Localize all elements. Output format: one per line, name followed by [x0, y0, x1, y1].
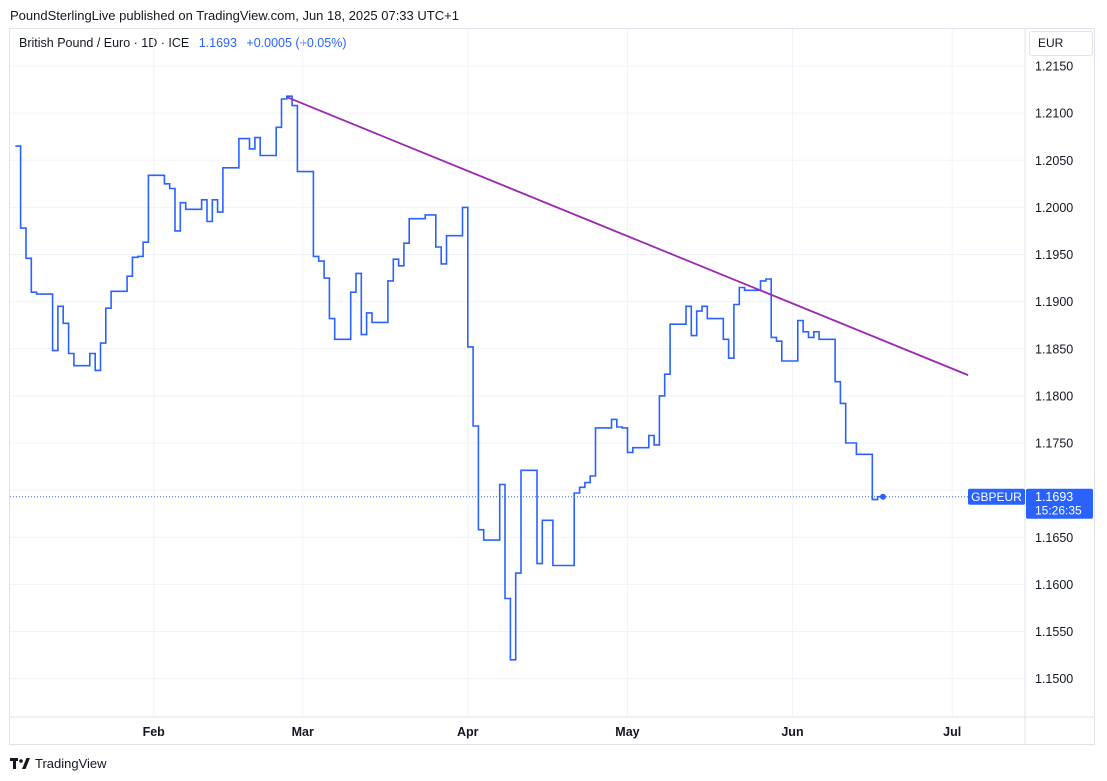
tradingview-logo-icon	[10, 757, 30, 769]
y-tick-label: 1.1800	[1035, 389, 1073, 403]
price-series-line[interactable]	[15, 95, 883, 661]
x-tick-label: Apr	[457, 725, 479, 739]
symbol-tag-label: GBPEUR	[971, 490, 1022, 504]
x-tick-label: Jul	[943, 725, 961, 739]
y-tick-label: 1.1900	[1035, 295, 1073, 309]
price-tag-value: 1.1693	[1035, 490, 1073, 504]
x-tick-label: May	[615, 725, 639, 739]
x-tick-label: Jun	[781, 725, 803, 739]
price-tag-bg	[1026, 488, 1093, 519]
publisher-caption: PoundSterlingLive published on TradingVi…	[10, 8, 459, 23]
y-tick-label: 1.1750	[1035, 437, 1073, 451]
symbol-tag-bg	[968, 488, 1025, 505]
currency-selector[interactable]: EUR	[1029, 31, 1093, 56]
symbol-legend: British Pound / Euro · 1D · ICE 1.1693 +…	[19, 36, 346, 50]
x-tick-label: Mar	[292, 725, 314, 739]
y-tick-label: 1.1850	[1035, 342, 1073, 356]
y-tick-label: 1.1650	[1035, 531, 1073, 545]
chart-frame	[9, 28, 1095, 745]
y-tick-label: 1.2150	[1035, 60, 1073, 74]
last-price-value: 1.1693	[198, 36, 237, 50]
footer-brand-label: TradingView	[35, 756, 107, 771]
last-price-point[interactable]	[879, 493, 886, 500]
y-tick-label: 1.2000	[1035, 201, 1073, 215]
y-tick-label: 1.2050	[1035, 154, 1073, 168]
footer-brand: TradingView	[10, 756, 107, 771]
symbol-description: British Pound / Euro · 1D · ICE	[19, 36, 190, 50]
y-tick-label: 1.1950	[1035, 248, 1073, 262]
x-tick-label: Feb	[143, 725, 166, 739]
y-tick-label: 1.1550	[1035, 625, 1073, 639]
price-change-value: +0.0005 (+0.05%)	[246, 36, 347, 50]
trendline[interactable]	[286, 96, 969, 376]
y-tick-label: 1.1500	[1035, 672, 1073, 686]
y-tick-label: 1.1600	[1035, 578, 1073, 592]
y-tick-label: 1.2100	[1035, 107, 1073, 121]
price-tag-countdown: 15:26:35	[1035, 504, 1082, 518]
